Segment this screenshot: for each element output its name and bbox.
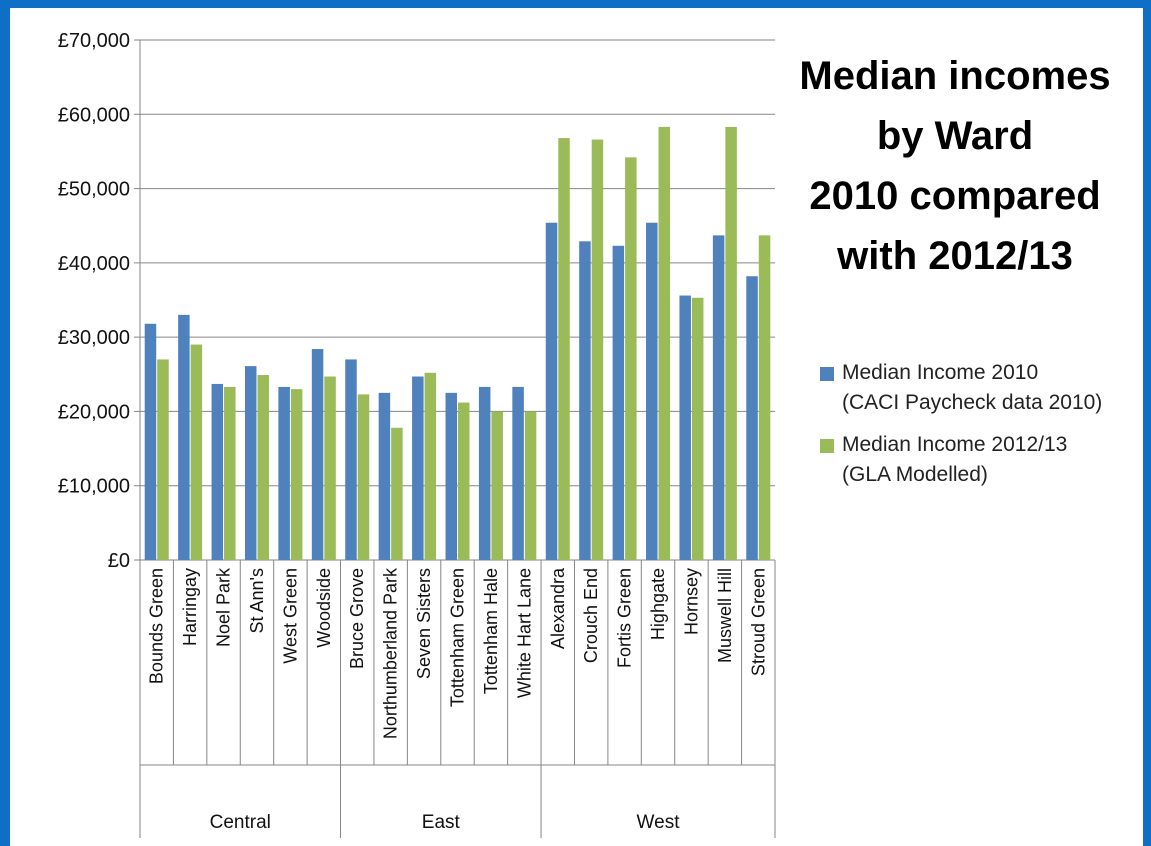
bar-2012-13: [391, 427, 403, 560]
chart-title-line: 2010 compared: [809, 174, 1101, 218]
chart-legend: Median Income 2010 (CACI Paycheck data 2…: [820, 358, 1150, 502]
legend-label-line: (GLA Modelled): [842, 463, 988, 486]
bar-2010: [579, 241, 591, 561]
category-label: Tottenham Hale: [481, 568, 501, 694]
bar-2012-13: [558, 138, 570, 561]
chart-title: Median incomes by Ward 2010 compared wit…: [760, 46, 1150, 286]
bar-2010: [178, 314, 190, 560]
bar-2010: [512, 386, 524, 560]
bar-2012-13: [591, 139, 604, 561]
bar-2010: [144, 323, 157, 560]
bar-2012-13: [290, 389, 303, 560]
chart-title-line: Median incomes: [799, 54, 1111, 98]
category-label: Highgate: [648, 568, 668, 640]
legend-item-2012-13: Median Income 2012/13 (GLA Modelled): [820, 430, 1150, 490]
bar-2012-13: [324, 376, 336, 560]
category-label: Crouch End: [581, 568, 601, 663]
bar-2010: [345, 359, 357, 560]
category-label: Noel Park: [214, 567, 234, 647]
category-label: Tottenham Green: [448, 568, 468, 707]
category-label: Bounds Green: [147, 568, 167, 684]
bar-2010: [612, 245, 625, 560]
bar-2012-13: [491, 411, 503, 560]
y-tick-label: £0: [108, 550, 130, 572]
bar-2012-13: [691, 297, 704, 560]
y-tick-label: £20,000: [58, 401, 130, 423]
bar-2012-13: [190, 344, 203, 560]
bar-2010: [278, 386, 290, 560]
bar-2010: [445, 392, 457, 560]
bar-2012-13: [458, 402, 470, 560]
legend-item-2010: Median Income 2010 (CACI Paycheck data 2…: [820, 358, 1150, 418]
group-label: West: [637, 812, 681, 833]
bar-2010: [378, 392, 391, 560]
legend-label-line: (CACI Paycheck data 2010): [842, 391, 1103, 414]
group-label: East: [422, 812, 461, 833]
y-tick-label: £50,000: [58, 179, 130, 201]
legend-swatch-2012-13: [820, 439, 834, 453]
legend-label-line: Median Income 2012/13: [842, 433, 1068, 456]
chart-title-line: with 2012/13: [837, 234, 1073, 278]
y-tick-label: £40,000: [58, 253, 130, 275]
bar-2012-13: [658, 126, 671, 561]
category-label: Hornsey: [681, 568, 701, 635]
legend-label-line: Median Income 2010: [842, 361, 1039, 384]
y-tick-label: £70,000: [58, 30, 130, 52]
category-label: Woodside: [314, 568, 334, 648]
category-label: Muswell Hill: [715, 568, 735, 663]
category-label: Seven Sisters: [414, 568, 434, 679]
category-label: Stroud Green: [748, 568, 768, 676]
y-tick-label: £10,000: [58, 476, 130, 498]
bar-2010: [211, 383, 224, 560]
bar-2010: [746, 276, 758, 560]
category-label: St Ann's: [247, 568, 267, 633]
category-label: West Green: [280, 568, 300, 664]
y-tick-label: £30,000: [58, 327, 130, 349]
category-label: Fortis Green: [615, 568, 635, 668]
bar-2012-13: [524, 411, 537, 560]
bar-2012-13: [625, 157, 637, 560]
bar-2012-13: [424, 372, 437, 560]
category-label: White Hart Lane: [514, 568, 534, 698]
bar-2010: [712, 235, 725, 560]
bar-2010: [478, 386, 491, 560]
bar-2010: [244, 366, 257, 560]
bar-2012-13: [758, 235, 771, 560]
bar-2012-13: [725, 126, 737, 561]
bar-2010: [646, 222, 658, 560]
bar-2010: [412, 376, 424, 560]
bar-2012-13: [257, 375, 269, 560]
category-label: Northumberland Park: [381, 567, 401, 739]
bar-2012-13: [224, 386, 236, 560]
legend-label-2010: Median Income 2010 (CACI Paycheck data 2…: [842, 358, 1150, 418]
category-label: Harringay: [180, 568, 200, 646]
y-tick-label: £60,000: [58, 104, 130, 126]
legend-label-2012-13: Median Income 2012/13 (GLA Modelled): [842, 430, 1150, 490]
bar-2012-13: [357, 394, 370, 560]
bar-2010: [311, 349, 324, 560]
group-label: Central: [210, 812, 271, 833]
bar-2010: [545, 222, 558, 560]
category-label: Alexandra: [548, 567, 568, 649]
bar-2010: [679, 295, 691, 560]
chart-title-line: by Ward: [876, 114, 1034, 158]
legend-swatch-2010: [820, 367, 834, 381]
category-label: Bruce Grove: [347, 568, 367, 669]
bar-2012-13: [157, 359, 169, 560]
